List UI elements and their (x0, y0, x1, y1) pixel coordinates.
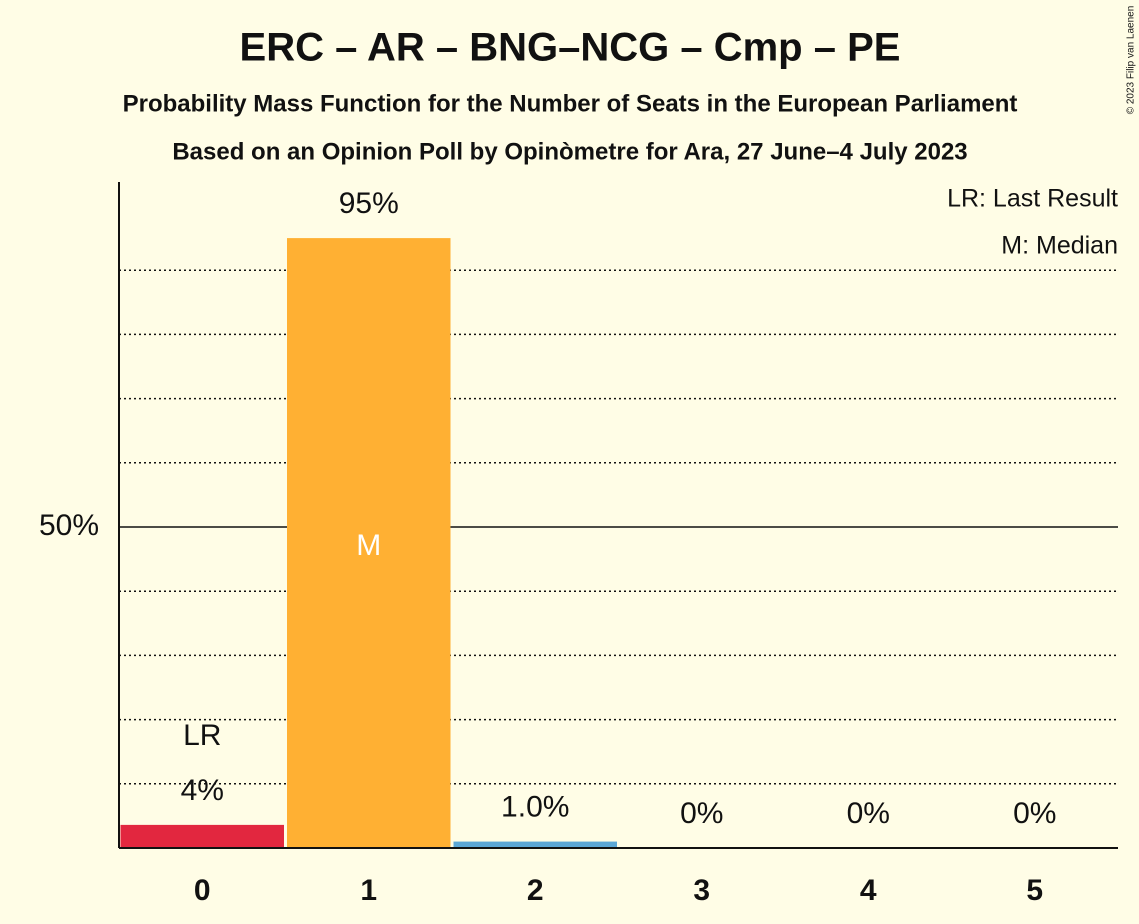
chart-title: ERC – AR – BNG–NCG – Cmp – PE (240, 26, 901, 70)
bar (120, 824, 284, 848)
last-result-marker: LR (183, 719, 221, 752)
chart-caption: Based on an Opinion Poll by Opinòmetre f… (172, 138, 967, 165)
x-tick-label: 5 (1026, 874, 1043, 907)
value-label: 4% (181, 774, 224, 807)
value-label: 0% (847, 797, 890, 830)
y-tick-label: 50% (39, 509, 99, 542)
copyright: © 2023 Filip van Laenen (1126, 6, 1137, 115)
legend-entry: LR: Last Result (947, 185, 1118, 213)
x-tick-label: 0 (194, 874, 211, 907)
x-tick-label: 1 (360, 874, 377, 907)
value-label: 1.0% (501, 791, 569, 824)
legend-entry: M: Median (1001, 232, 1118, 260)
value-label: 0% (680, 797, 723, 830)
value-label: 95% (339, 187, 399, 220)
bar (287, 238, 451, 849)
median-marker: M (356, 529, 381, 562)
x-tick-label: 4 (860, 874, 877, 907)
x-tick-label: 2 (527, 874, 544, 907)
bar (453, 841, 617, 848)
x-tick-label: 3 (693, 874, 710, 907)
chart-subtitle: Probability Mass Function for the Number… (123, 90, 1018, 117)
value-label: 0% (1013, 797, 1056, 830)
